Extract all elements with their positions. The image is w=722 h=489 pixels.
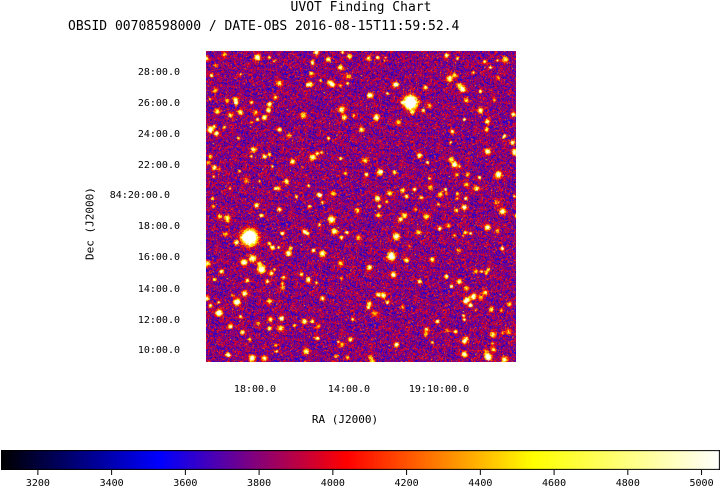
colorbar-tick-marks xyxy=(37,470,703,475)
y-tick-label: 84:20:00.0 xyxy=(109,190,170,201)
x-tick-label: 14:00.0 xyxy=(327,384,371,395)
y-tick-label: 26:00.0 xyxy=(137,98,180,109)
colorbar xyxy=(1,450,720,470)
y-tick-label: 16:00.0 xyxy=(137,252,180,263)
colorbar-tick-label: 3800 xyxy=(247,478,272,489)
colorbar-tick-label: 4000 xyxy=(320,478,345,489)
colorbar-tick-label: 4400 xyxy=(468,478,493,489)
y-tick-label: 28:00.0 xyxy=(137,67,180,78)
colorbar-tick-label: 4200 xyxy=(394,478,419,489)
colorbar-tick-label: 3200 xyxy=(25,478,50,489)
x-tick-label: 19:10:00.0 xyxy=(408,384,470,395)
y-tick-label: 12:00.0 xyxy=(137,315,180,326)
y-tick-label: 22:00.0 xyxy=(137,160,180,171)
sky-image[interactable] xyxy=(206,51,516,362)
chart-subtitle: OBSID 00708598000 / DATE-OBS 2016-08-15T… xyxy=(68,19,460,34)
colorbar-tick-label: 4600 xyxy=(542,478,567,489)
x-tick-label: 18:00.0 xyxy=(233,384,277,395)
colorbar-tick-label: 3400 xyxy=(99,478,124,489)
colorbar-tick-label: 5000 xyxy=(689,478,714,489)
y-tick-label: 14:00.0 xyxy=(137,284,180,295)
x-axis-label: RA (J2000) xyxy=(311,413,379,426)
y-tick-label: 10:00.0 xyxy=(137,345,180,356)
colorbar-tick-label: 3600 xyxy=(173,478,198,489)
y-tick-label: 24:00.0 xyxy=(137,129,180,140)
colorbar-tick-label: 4800 xyxy=(615,478,640,489)
chart-title: UVOT Finding Chart xyxy=(290,0,432,15)
y-tick-label: 18:00.0 xyxy=(137,221,180,232)
